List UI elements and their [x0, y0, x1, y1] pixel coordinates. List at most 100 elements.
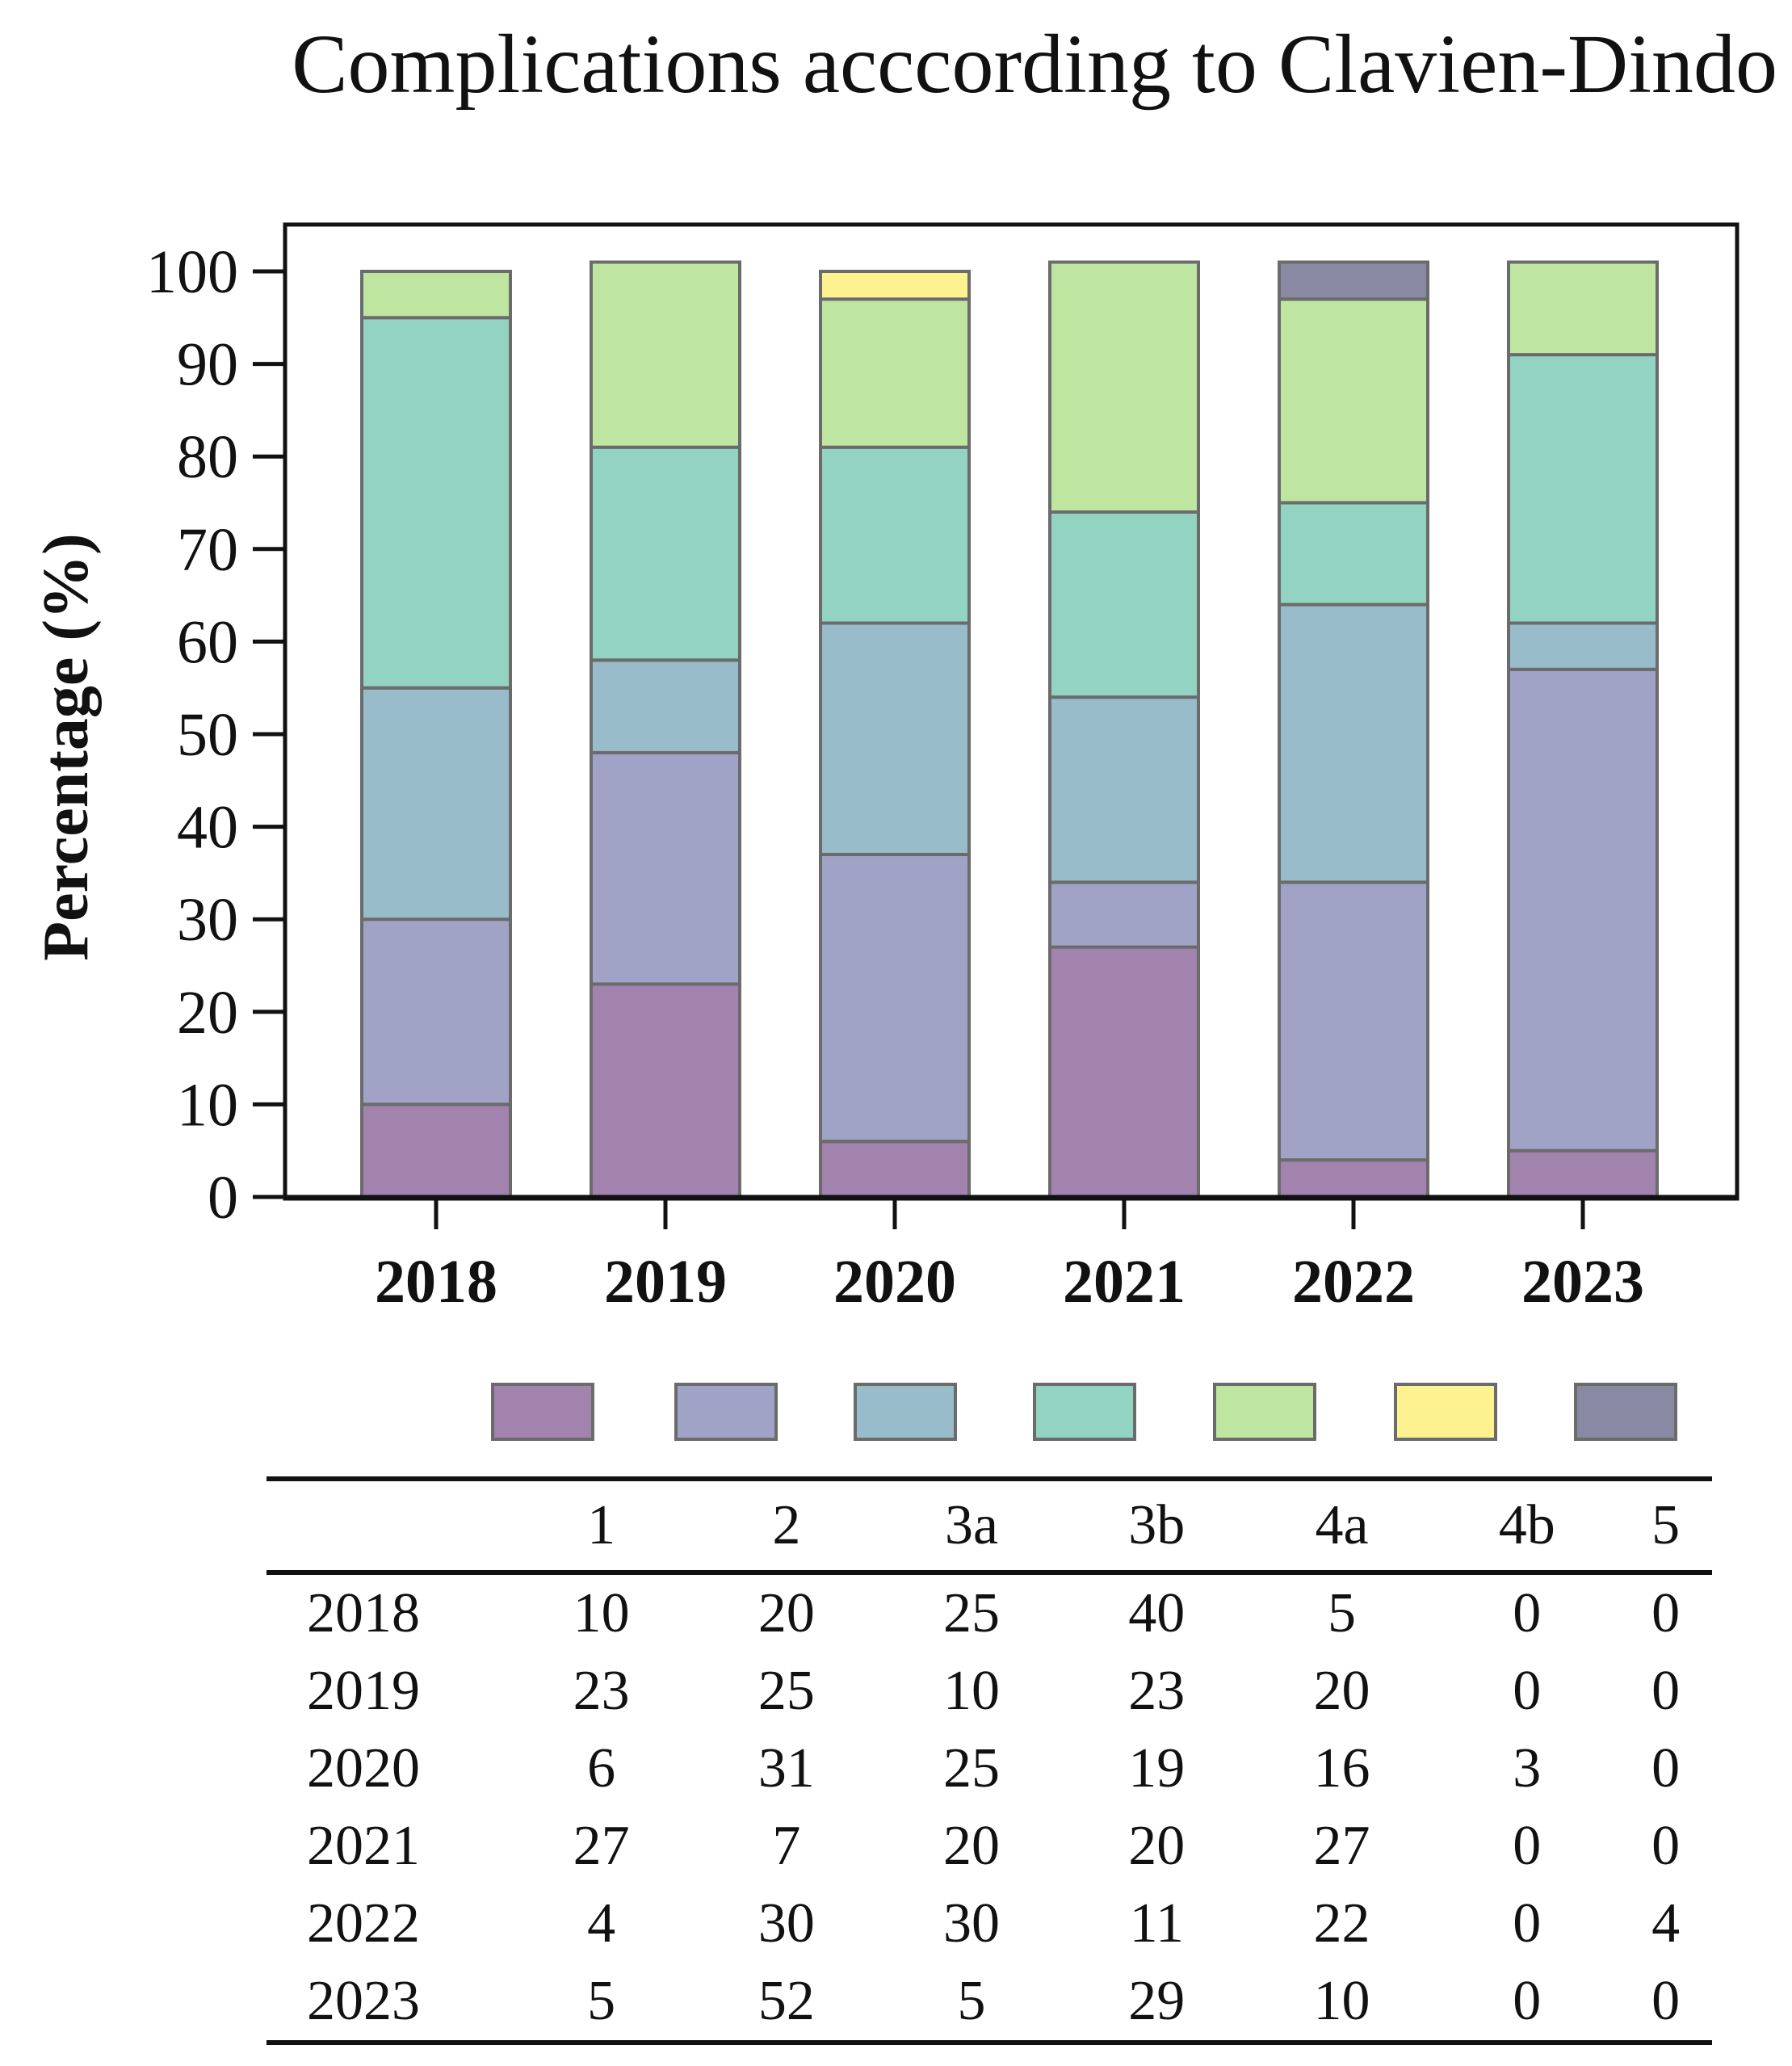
table-cell: 11 [1129, 1892, 1184, 1955]
table-column-header: 5 [1619, 1479, 1712, 1575]
table-cell: 4 [1651, 1892, 1681, 1955]
y-tick-label: 70 [177, 516, 238, 584]
table-header-row: 1 2 3a 3b 4a 4b 5 [266, 1479, 1712, 1575]
table-cell: 3 [1513, 1737, 1542, 1799]
table-cell: 20 [1128, 1815, 1186, 1877]
bar-segment-2019-2 [590, 750, 741, 986]
table-cell: 10 [943, 1660, 1001, 1722]
y-tick-label: 20 [177, 979, 238, 1047]
table-column-header: 3a [879, 1479, 1064, 1575]
y-axis: 0 10 20 30 40 50 60 70 80 90 100 [146, 238, 285, 1232]
table-cell: 30 [758, 1892, 815, 1955]
table-column-header: 2 [694, 1479, 879, 1575]
table-row-header: 2023 [307, 1970, 420, 2032]
bar-segment-2021-3a [1048, 695, 1200, 884]
y-tick-label: 50 [177, 701, 238, 769]
table-row: 2019 23 25 10 23 20 0 0 [266, 1652, 1712, 1730]
y-tick-label: 90 [177, 331, 238, 399]
table-cell: 0 [1513, 1582, 1542, 1644]
bar-segment-2022-1 [1278, 1158, 1429, 1199]
legend-swatch-5 [1574, 1383, 1677, 1441]
bar-segment-2023-3a [1507, 621, 1659, 671]
bar-segment-2020-4b [819, 270, 971, 301]
table-row: 2018 10 20 25 40 5 0 0 [266, 1573, 1712, 1652]
table-cell: 30 [943, 1892, 1001, 1955]
table-row-header: 2020 [307, 1737, 420, 1799]
bar-segment-2022-5 [1278, 260, 1429, 301]
table-cell: 7 [772, 1815, 801, 1877]
bars [360, 260, 1659, 1199]
table-column-header: 4a [1249, 1479, 1435, 1575]
table-cell: 29 [1128, 1970, 1186, 2032]
table-cell: 0 [1513, 1660, 1542, 1722]
legend [0, 1383, 1792, 1447]
legend-swatch-3b [1033, 1383, 1136, 1441]
bar-segment-2021-3b [1048, 510, 1200, 699]
table-cell: 52 [758, 1970, 815, 2032]
table-cell: 23 [573, 1660, 630, 1722]
bar-segment-2019-3a [590, 658, 741, 754]
legend-swatch-1 [491, 1383, 594, 1441]
bar-segment-2018-1 [360, 1102, 512, 1199]
bar-segment-2023-2 [1507, 667, 1659, 1153]
table-corner [266, 1479, 509, 1575]
x-tick-label: 2021 [1063, 1248, 1186, 1316]
table-row-header: 2022 [307, 1892, 420, 1955]
table-cell: 25 [758, 1660, 815, 1722]
legend-swatch-4b [1394, 1383, 1497, 1441]
table-row: 2020 6 31 25 19 16 3 0 [266, 1730, 1712, 1808]
table-cell: 4 [587, 1892, 616, 1955]
y-tick-label: 80 [177, 423, 238, 491]
bar-segment-2020-1 [819, 1140, 971, 1199]
table-cell: 0 [1651, 1660, 1681, 1722]
table-row: 2021 27 7 20 20 27 0 0 [266, 1808, 1712, 1885]
y-tick-label: 40 [177, 794, 238, 862]
bar-segment-2020-3a [819, 621, 971, 856]
table-row-header: 2021 [307, 1815, 420, 1877]
table-cell: 23 [1128, 1660, 1186, 1722]
bar-segment-2022-3a [1278, 603, 1429, 884]
x-tick-label: 2018 [375, 1248, 497, 1316]
bar-segment-2023-4a [1507, 260, 1659, 357]
table-row: 2023 5 52 5 29 10 0 0 [266, 1963, 1712, 2043]
legend-swatch-3a [854, 1383, 957, 1441]
y-tick-label: 60 [177, 608, 238, 676]
table-cell: 6 [587, 1737, 616, 1799]
table-cell: 25 [943, 1737, 1001, 1799]
bar-segment-2019-1 [590, 982, 741, 1199]
table-cell: 0 [1513, 1815, 1542, 1877]
bar-segment-2021-1 [1048, 945, 1200, 1199]
table-row-header: 2019 [307, 1660, 420, 1722]
x-tick-label: 2019 [604, 1248, 727, 1316]
table-cell: 10 [573, 1582, 630, 1644]
table-cell: 5 [1327, 1582, 1356, 1644]
table-cell: 0 [1651, 1815, 1681, 1877]
table-cell: 19 [1128, 1737, 1186, 1799]
table-column-header: 3b [1064, 1479, 1249, 1575]
bar-segment-2022-4a [1278, 297, 1429, 505]
bar-segment-2022-3b [1278, 501, 1429, 607]
bar-segment-2023-3b [1507, 353, 1659, 625]
bar-segment-2018-3b [360, 316, 512, 690]
y-axis-label: Percentage (%) [31, 533, 102, 960]
table-cell: 31 [758, 1737, 815, 1799]
bar-segment-2021-2 [1048, 880, 1200, 949]
x-tick-label: 2023 [1521, 1248, 1644, 1316]
table-cell: 0 [1651, 1582, 1681, 1644]
bar-segment-2018-4a [360, 270, 512, 320]
table-cell: 5 [587, 1970, 616, 2032]
table-cell: 27 [1313, 1815, 1370, 1877]
y-tick-label: 0 [208, 1164, 238, 1232]
x-tick-label: 2020 [833, 1248, 956, 1316]
x-tick-label: 2022 [1292, 1248, 1415, 1316]
y-tick-label: 10 [177, 1071, 238, 1139]
table-cell: 5 [957, 1970, 986, 2032]
table-cell: 27 [573, 1815, 630, 1877]
bar-segment-2018-2 [360, 918, 512, 1106]
bar-segment-2019-4a [590, 260, 741, 449]
y-tick-label: 100 [146, 238, 238, 306]
chart-title: Complications acccording to Clavien-Dind… [292, 18, 1777, 111]
table-cell: 16 [1313, 1737, 1370, 1799]
table-cell: 20 [758, 1582, 815, 1644]
